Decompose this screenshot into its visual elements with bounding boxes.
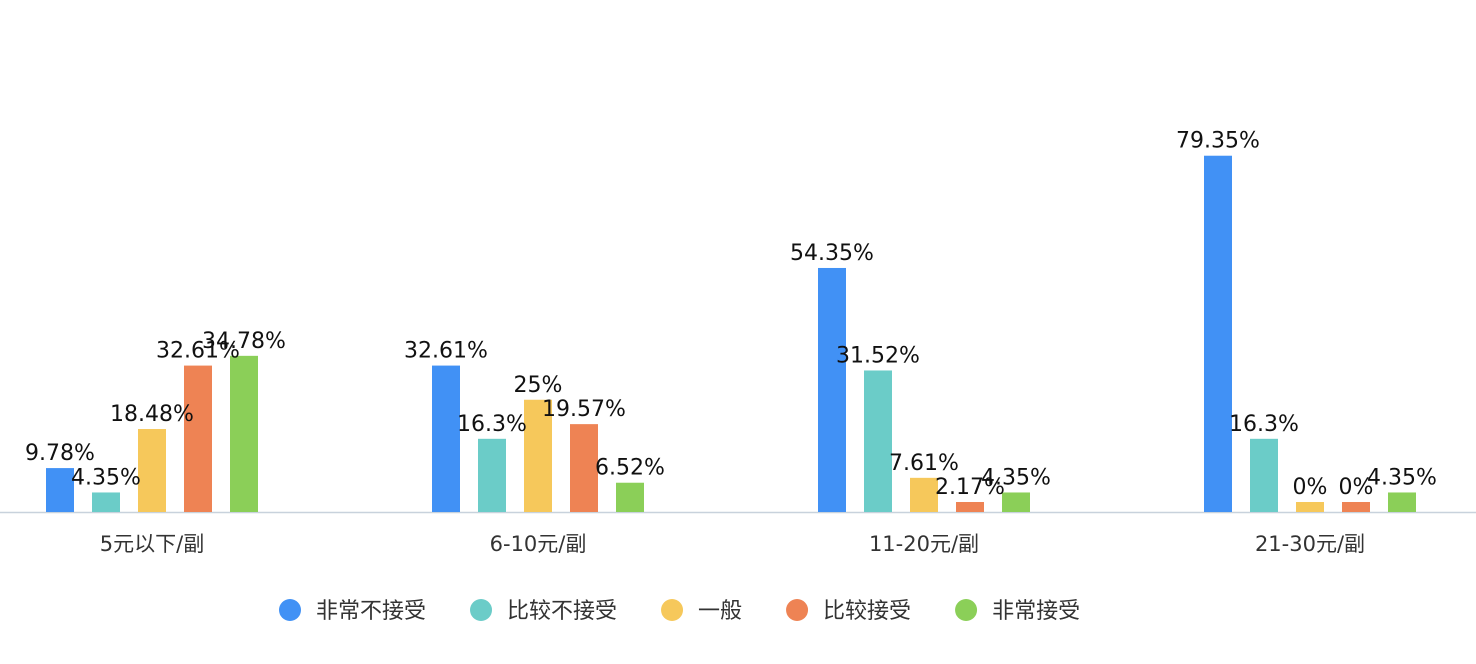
bar-2-2[interactable] — [478, 438, 506, 512]
legend: 非常不接受 比较不接受 一般 比较接受 非常接受 — [279, 599, 1080, 624]
x-tick-label-2: 6-10元/副 — [490, 532, 587, 556]
data-label-2-4: 19.57% — [542, 397, 626, 422]
bar-1-4[interactable] — [184, 365, 212, 512]
bar-4-5[interactable] — [1388, 492, 1416, 512]
legend-swatch-4 — [786, 599, 809, 621]
bar-3-5[interactable] — [1002, 492, 1030, 512]
data-label-3-4: 2.17% — [935, 475, 1005, 500]
data-label-4-2: 16.3% — [1229, 412, 1299, 437]
bar-2-4[interactable] — [570, 424, 598, 512]
data-label-3-3: 7.61% — [889, 451, 959, 476]
bar-2-1[interactable] — [432, 365, 460, 512]
legend-label-2: 比较不接受 — [507, 599, 617, 624]
bar-4-4[interactable] — [1342, 502, 1370, 512]
bar-3-1[interactable] — [818, 267, 846, 512]
x-tick-label-4: 21-30元/副 — [1255, 532, 1365, 556]
bar-4-1[interactable] — [1204, 155, 1232, 512]
legend-swatch-2 — [470, 599, 493, 621]
legend-label-4: 比较接受 — [823, 599, 911, 624]
bar-2-5[interactable] — [616, 482, 644, 512]
legend-label-3: 一般 — [698, 599, 742, 624]
legend-swatch-5 — [955, 599, 978, 621]
bar-4-3[interactable] — [1296, 502, 1324, 512]
data-label-4-1: 79.35% — [1176, 129, 1260, 154]
legend-item-1[interactable]: 非常不接受 — [279, 599, 426, 624]
legend-item-4[interactable]: 比较接受 — [786, 599, 911, 624]
data-label-1-2: 4.35% — [71, 465, 141, 490]
data-label-1-1: 9.78% — [25, 441, 95, 466]
data-label-3-5: 4.35% — [981, 465, 1051, 490]
legend-label-1: 非常不接受 — [316, 599, 426, 624]
data-label-4-5: 4.35% — [1367, 465, 1437, 490]
bar-1-5[interactable] — [230, 355, 258, 512]
data-label-1-4: 32.61% — [156, 339, 240, 364]
data-label-2-1: 32.61% — [404, 339, 488, 364]
x-tick-label-1: 5元以下/副 — [100, 532, 204, 556]
bars-group — [46, 155, 1416, 512]
data-label-1-3: 18.48% — [110, 402, 194, 427]
bar-3-2[interactable] — [864, 370, 892, 512]
legend-swatch-1 — [279, 599, 301, 621]
data-label-4-3: 0% — [1293, 475, 1328, 500]
legend-swatch-3 — [661, 599, 684, 621]
legend-item-5[interactable]: 非常接受 — [955, 599, 1080, 624]
x-tick-label-3: 11-20元/副 — [869, 532, 979, 556]
x-tick-labels-group: 5元以下/副 6-10元/副 11-20元/副 21-30元/副 — [100, 532, 1365, 556]
bar-1-1[interactable] — [46, 468, 74, 512]
data-label-2-5: 6.52% — [595, 456, 665, 481]
bar-3-4[interactable] — [956, 502, 984, 512]
bar-3-3[interactable] — [910, 477, 938, 512]
legend-item-2[interactable]: 比较不接受 — [470, 599, 617, 624]
bar-2-3[interactable] — [524, 399, 552, 512]
data-label-3-2: 31.52% — [836, 343, 920, 368]
data-label-1-5: 34.78% — [202, 329, 286, 354]
data-labels-group: 9.78%4.35%18.48%32.61%34.78% 32.61%16.3%2… — [25, 129, 1437, 500]
bar-4-2[interactable] — [1250, 438, 1278, 512]
data-label-4-4: 0% — [1339, 475, 1374, 500]
data-label-2-3: 25% — [514, 373, 563, 398]
legend-label-5: 非常接受 — [992, 599, 1080, 624]
legend-item-3[interactable]: 一般 — [661, 599, 742, 624]
data-label-2-2: 16.3% — [457, 412, 527, 437]
data-label-3-1: 54.35% — [790, 241, 874, 266]
bar-1-2[interactable] — [92, 492, 120, 512]
bar-1-3[interactable] — [138, 429, 166, 512]
